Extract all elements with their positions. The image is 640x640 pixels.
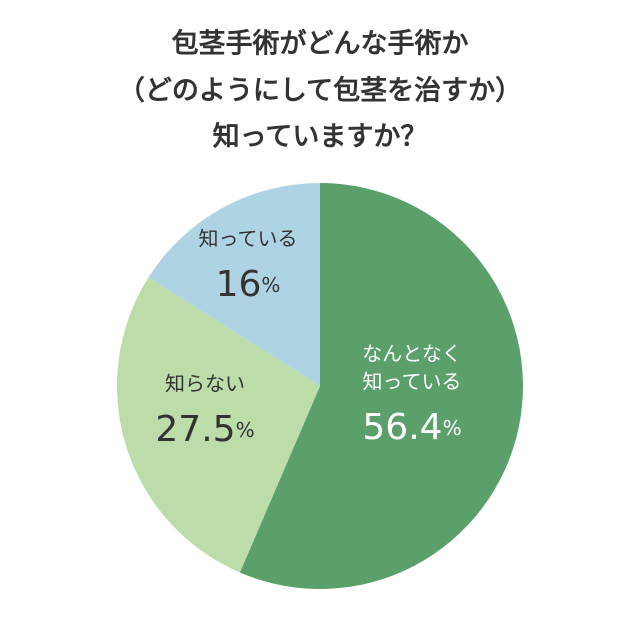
value-label: 16%: [216, 264, 281, 305]
category-label: 知っている: [363, 370, 462, 394]
category-label: 知っている: [199, 227, 298, 251]
chart-title: （どのようにして包茎を治すか）: [118, 75, 522, 107]
pie-slice: [239, 183, 524, 590]
pie-slice: [148, 183, 320, 386]
chart-title: 包茎手術がどんな手術か: [172, 28, 469, 60]
chart-title: 知っていますか？: [213, 122, 428, 153]
category-label: なんとなく: [362, 342, 461, 366]
category-label: 知らない: [165, 372, 245, 396]
pie-slice: [117, 277, 321, 573]
value-label: 56.4%: [362, 407, 461, 448]
value-label: 27.5%: [155, 409, 254, 450]
